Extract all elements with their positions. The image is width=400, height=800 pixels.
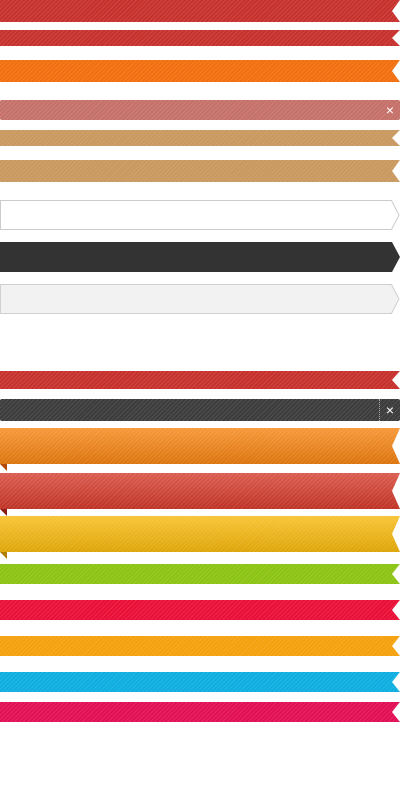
ribbon-red-2 (0, 30, 400, 46)
ribbon-fold (0, 464, 7, 471)
ribbon-amber (0, 636, 400, 656)
ribbon-red-3 (0, 371, 400, 389)
ribbon-yellow-folded (0, 516, 400, 552)
ribbon-blue (0, 672, 400, 692)
ribbon-fold (0, 509, 7, 516)
ribbon-tan-1 (0, 130, 400, 146)
close-icon[interactable]: × (385, 102, 395, 118)
ribbon-dark-arrow (0, 242, 400, 272)
ribbon-lightgrey-arrow (0, 284, 400, 314)
ribbon-magenta (0, 702, 400, 722)
ribbon-fold (0, 552, 7, 559)
ribbon-dark-closable: × (0, 399, 400, 421)
ribbon-orange-1 (0, 60, 400, 82)
ribbon-green (0, 564, 400, 584)
ribbon-crimson (0, 600, 400, 620)
ribbon-rose-closable: × (0, 100, 400, 120)
ribbon-red-folded (0, 473, 400, 509)
ribbon-red-1 (0, 0, 400, 22)
ribbon-orange-folded (0, 428, 400, 464)
close-icon[interactable]: × (379, 399, 400, 421)
ribbon-tan-2 (0, 160, 400, 182)
ribbon-white-arrow (0, 200, 400, 230)
